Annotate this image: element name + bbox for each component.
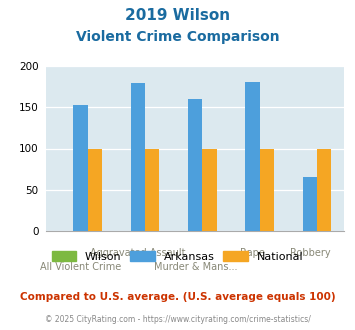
- Bar: [260, 148, 274, 231]
- Bar: [145, 148, 159, 231]
- Bar: [88, 148, 102, 231]
- Bar: [317, 148, 332, 231]
- Text: Compared to U.S. average. (U.S. average equals 100): Compared to U.S. average. (U.S. average …: [20, 292, 335, 302]
- Bar: [188, 99, 202, 231]
- Bar: [202, 148, 217, 231]
- Bar: [245, 82, 260, 231]
- Text: All Violent Crime: All Violent Crime: [40, 262, 121, 272]
- Text: Robbery: Robbery: [290, 248, 330, 258]
- Text: Rape: Rape: [240, 248, 265, 258]
- Legend: Wilson, Arkansas, National: Wilson, Arkansas, National: [47, 247, 308, 267]
- Text: Murder & Mans...: Murder & Mans...: [153, 262, 237, 272]
- Text: Aggravated Assault: Aggravated Assault: [90, 248, 186, 258]
- Bar: [73, 105, 88, 231]
- Bar: [303, 178, 317, 231]
- Text: © 2025 CityRating.com - https://www.cityrating.com/crime-statistics/: © 2025 CityRating.com - https://www.city…: [45, 315, 310, 324]
- Text: 2019 Wilson: 2019 Wilson: [125, 8, 230, 23]
- Text: Violent Crime Comparison: Violent Crime Comparison: [76, 30, 279, 44]
- Bar: [131, 83, 145, 231]
